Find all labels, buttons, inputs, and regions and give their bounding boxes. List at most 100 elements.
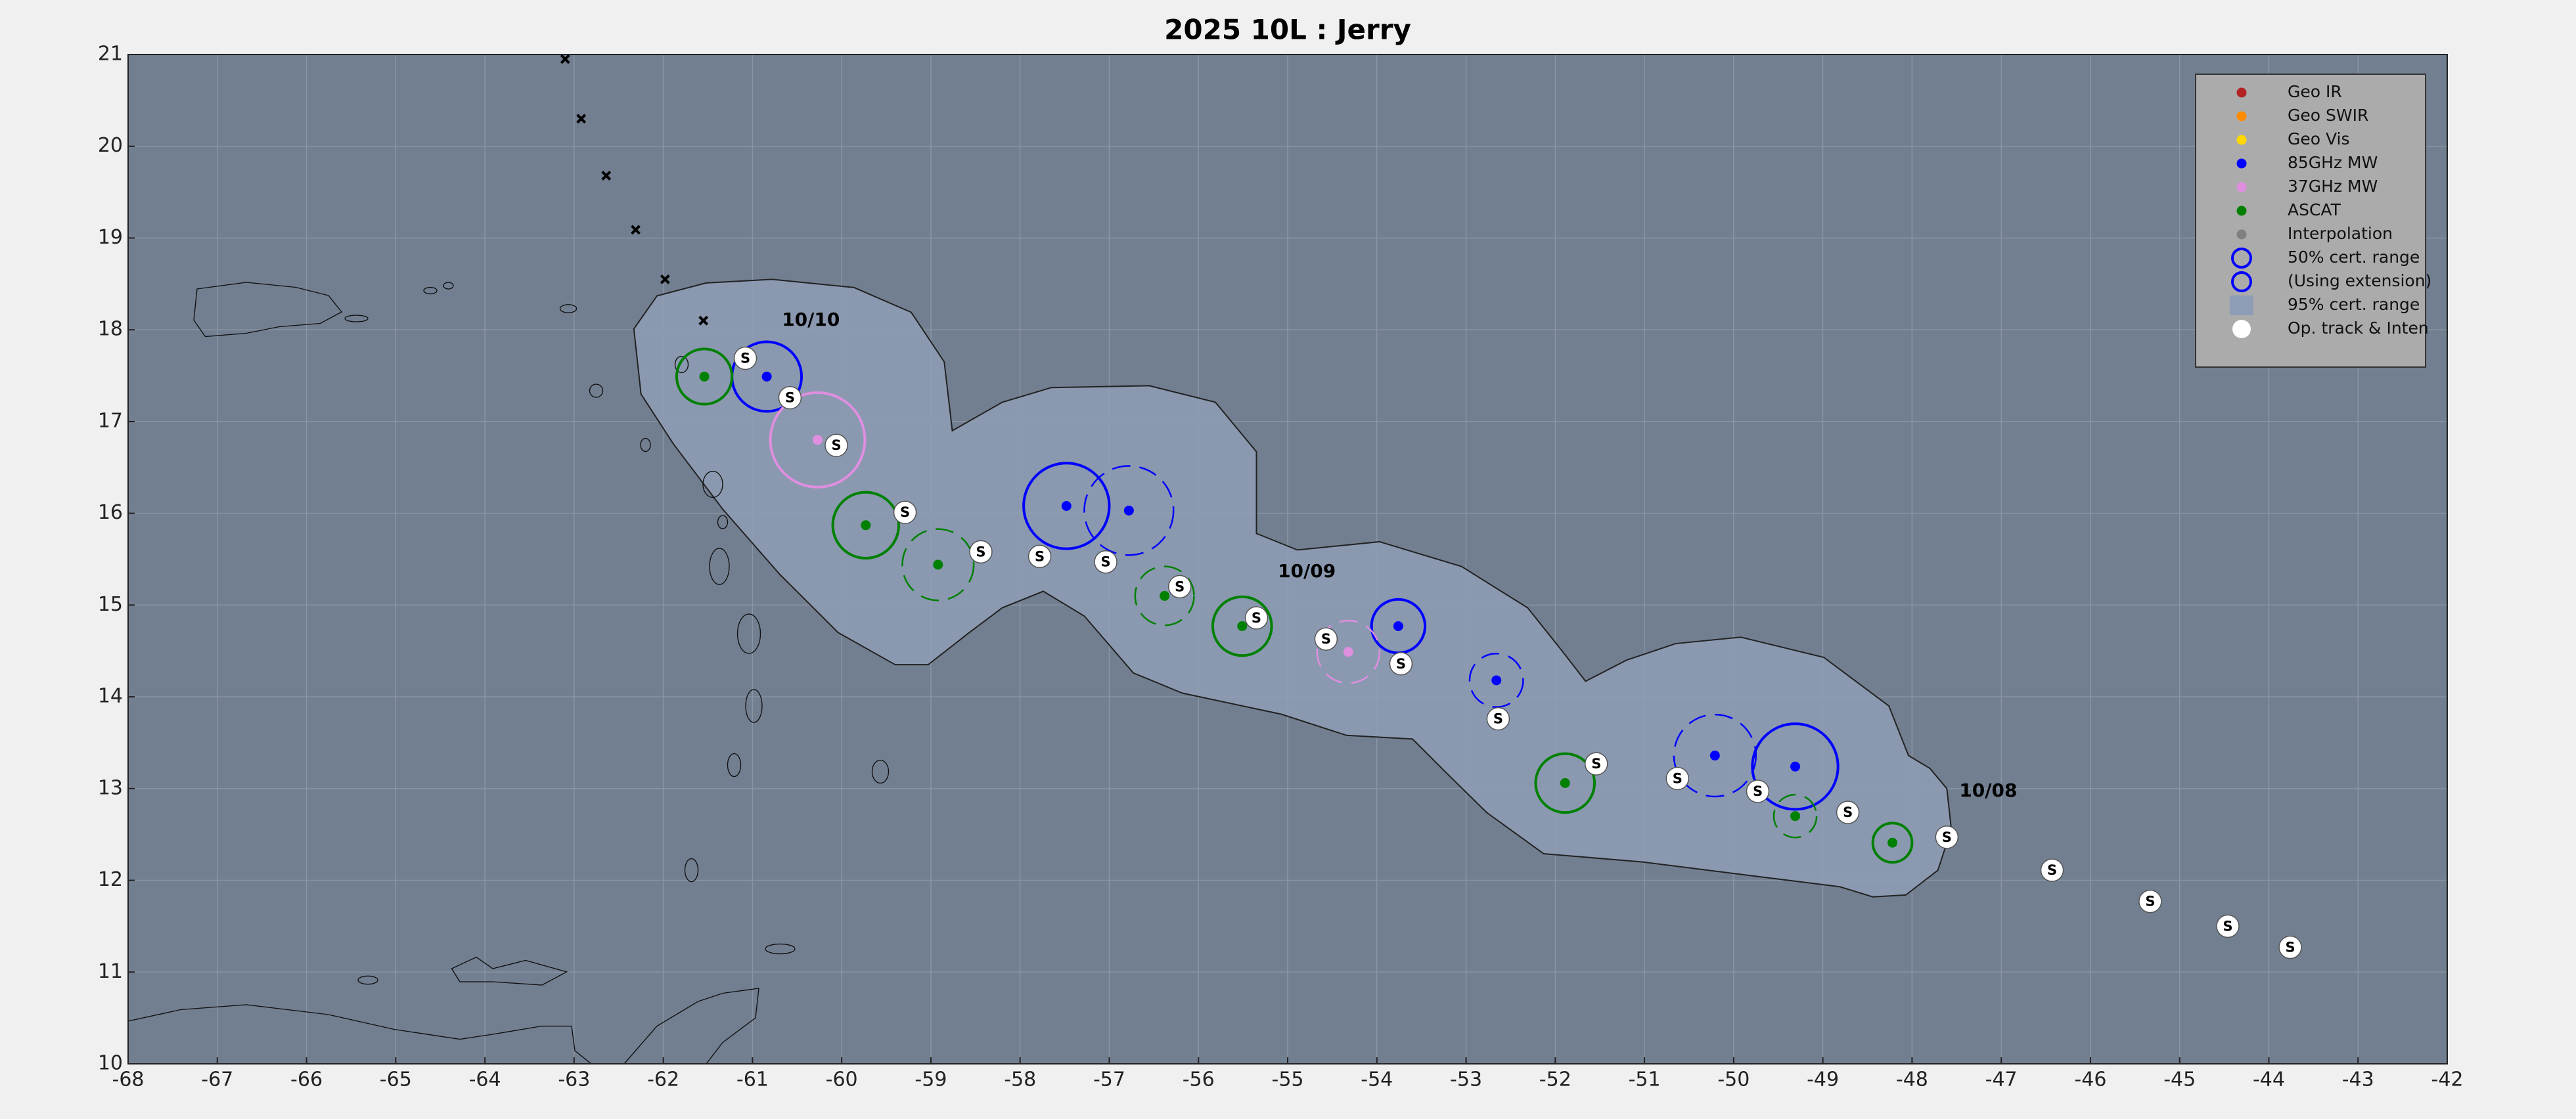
track-point	[1094, 550, 1118, 574]
y-tick-label: 11	[98, 960, 123, 983]
legend-symbol	[2236, 111, 2247, 121]
x-tick-label: -60	[826, 1068, 858, 1091]
x-tick-label: -64	[469, 1068, 501, 1091]
legend-symbol	[2236, 206, 2247, 216]
certainty-ring	[1773, 793, 1818, 839]
x-tick-label: -59	[915, 1068, 947, 1091]
track-label: S	[1753, 783, 1763, 799]
track-point	[1314, 627, 1338, 651]
legend-symbol	[2230, 296, 2253, 315]
track-label: S	[2285, 940, 2295, 955]
legend-label: 95% cert. range	[2288, 295, 2420, 314]
x-tick-label: -57	[1093, 1068, 1125, 1091]
date-label: 10/09	[1278, 560, 1336, 582]
axes: -68 -67 -66 -65 -64 -63 -62 -61 -60 -59 -58 -57 -56 -…	[98, 43, 2464, 1091]
y-tick-label: 10	[98, 1052, 123, 1075]
certainty-ring	[1083, 465, 1175, 556]
track-point	[778, 385, 802, 410]
fix-point	[933, 560, 943, 570]
track-label: S	[1175, 579, 1185, 594]
legend-label: 37GHz MW	[2288, 177, 2378, 196]
legend-symbol	[2231, 271, 2252, 292]
track-label: S	[1942, 829, 1952, 845]
y-tick-label: 15	[98, 593, 123, 616]
fix-point	[861, 520, 871, 531]
x-tick-label: -65	[380, 1068, 412, 1091]
forecast-point	[560, 55, 570, 64]
x-tick-label: -62	[647, 1068, 679, 1091]
track-label: S	[2145, 894, 2155, 910]
x-tick-label: -51	[1629, 1068, 1661, 1091]
track-label: S	[740, 350, 750, 366]
y-tick-label: 17	[98, 409, 123, 432]
fix-point	[1887, 837, 1898, 848]
y-tick-label: 12	[98, 868, 123, 891]
x-tick-label: -67	[201, 1068, 233, 1091]
legend-label: Geo IR	[2288, 82, 2342, 101]
fix-point	[1160, 590, 1170, 601]
x-tick-label: -58	[1004, 1068, 1036, 1091]
cone-area	[633, 278, 1953, 898]
track-point	[1244, 606, 1269, 630]
fix-point	[1790, 761, 1801, 772]
certainty-ring	[769, 391, 867, 489]
track-label: S	[1035, 548, 1045, 564]
y-tick-label: 20	[98, 134, 123, 157]
track-point	[1836, 801, 1860, 824]
certainty-ring	[675, 347, 734, 406]
legend-symbol	[2236, 229, 2247, 240]
x-tick-label: -68	[112, 1068, 145, 1091]
legend: Geo IR Geo SWIR Geo Vis 85GHz MW 37GHz MW ASC…	[2195, 74, 2431, 368]
x-tick-label: -44	[2253, 1068, 2285, 1091]
x-tick-label: -52	[1539, 1068, 1571, 1091]
track-point	[2216, 914, 2240, 938]
track-point	[969, 540, 993, 564]
forecast-point	[631, 225, 641, 235]
track-label: S	[976, 544, 985, 560]
y-tick-label: 16	[98, 501, 123, 524]
track-point	[1389, 652, 1413, 676]
track-point	[1935, 825, 1959, 849]
track-label: S	[1591, 756, 1601, 772]
legend-symbol	[2236, 87, 2247, 98]
track-label: S	[1252, 610, 1261, 626]
legend-label: Op. track & Inten	[2288, 318, 2429, 338]
legend-label: Geo Vis	[2288, 129, 2350, 148]
legend-symbol	[2236, 182, 2247, 192]
track-point	[733, 346, 757, 370]
track-point	[893, 500, 917, 524]
fix-point	[1123, 505, 1134, 516]
date-label: 10/08	[1959, 779, 2017, 801]
track-label: S	[2047, 862, 2057, 878]
certainty-ring	[1751, 722, 1840, 811]
track-point	[2040, 858, 2064, 882]
y-tick-label: 13	[98, 776, 123, 799]
forecast-point	[660, 274, 670, 284]
marks: S S S S S S S S S S S S S S S S S S S S S 10/10 10/09 10/08	[560, 55, 2302, 959]
certainty-ring	[831, 491, 901, 560]
y-tick-label: 21	[98, 43, 123, 66]
forecast-point	[601, 171, 612, 181]
fix-point	[1491, 675, 1502, 686]
fix-point	[1237, 621, 1248, 632]
legend-box	[2195, 74, 2426, 368]
track-point	[2138, 889, 2162, 913]
fix-point	[1709, 751, 1720, 761]
legend-symbol	[2236, 135, 2247, 145]
forecast-point	[576, 114, 587, 124]
legend-label: Geo SWIR	[2288, 106, 2368, 125]
x-tick-label: -66	[290, 1068, 323, 1091]
x-tick-label: -47	[1985, 1068, 2018, 1091]
date-label: 10/10	[782, 309, 840, 330]
certainty-ring	[1871, 822, 1914, 864]
legend-label: (Using extension)	[2288, 271, 2431, 290]
x-tick-label: -46	[2074, 1068, 2106, 1091]
certainty-ring	[1022, 462, 1111, 550]
track-label: S	[1396, 656, 1406, 672]
certainty-ring	[1468, 652, 1524, 708]
x-tick-label: -50	[1717, 1068, 1750, 1091]
x-tick-label: -56	[1183, 1068, 1215, 1091]
fix-point	[761, 371, 772, 382]
certainty-ring	[901, 528, 975, 602]
fix-point	[1560, 778, 1570, 788]
